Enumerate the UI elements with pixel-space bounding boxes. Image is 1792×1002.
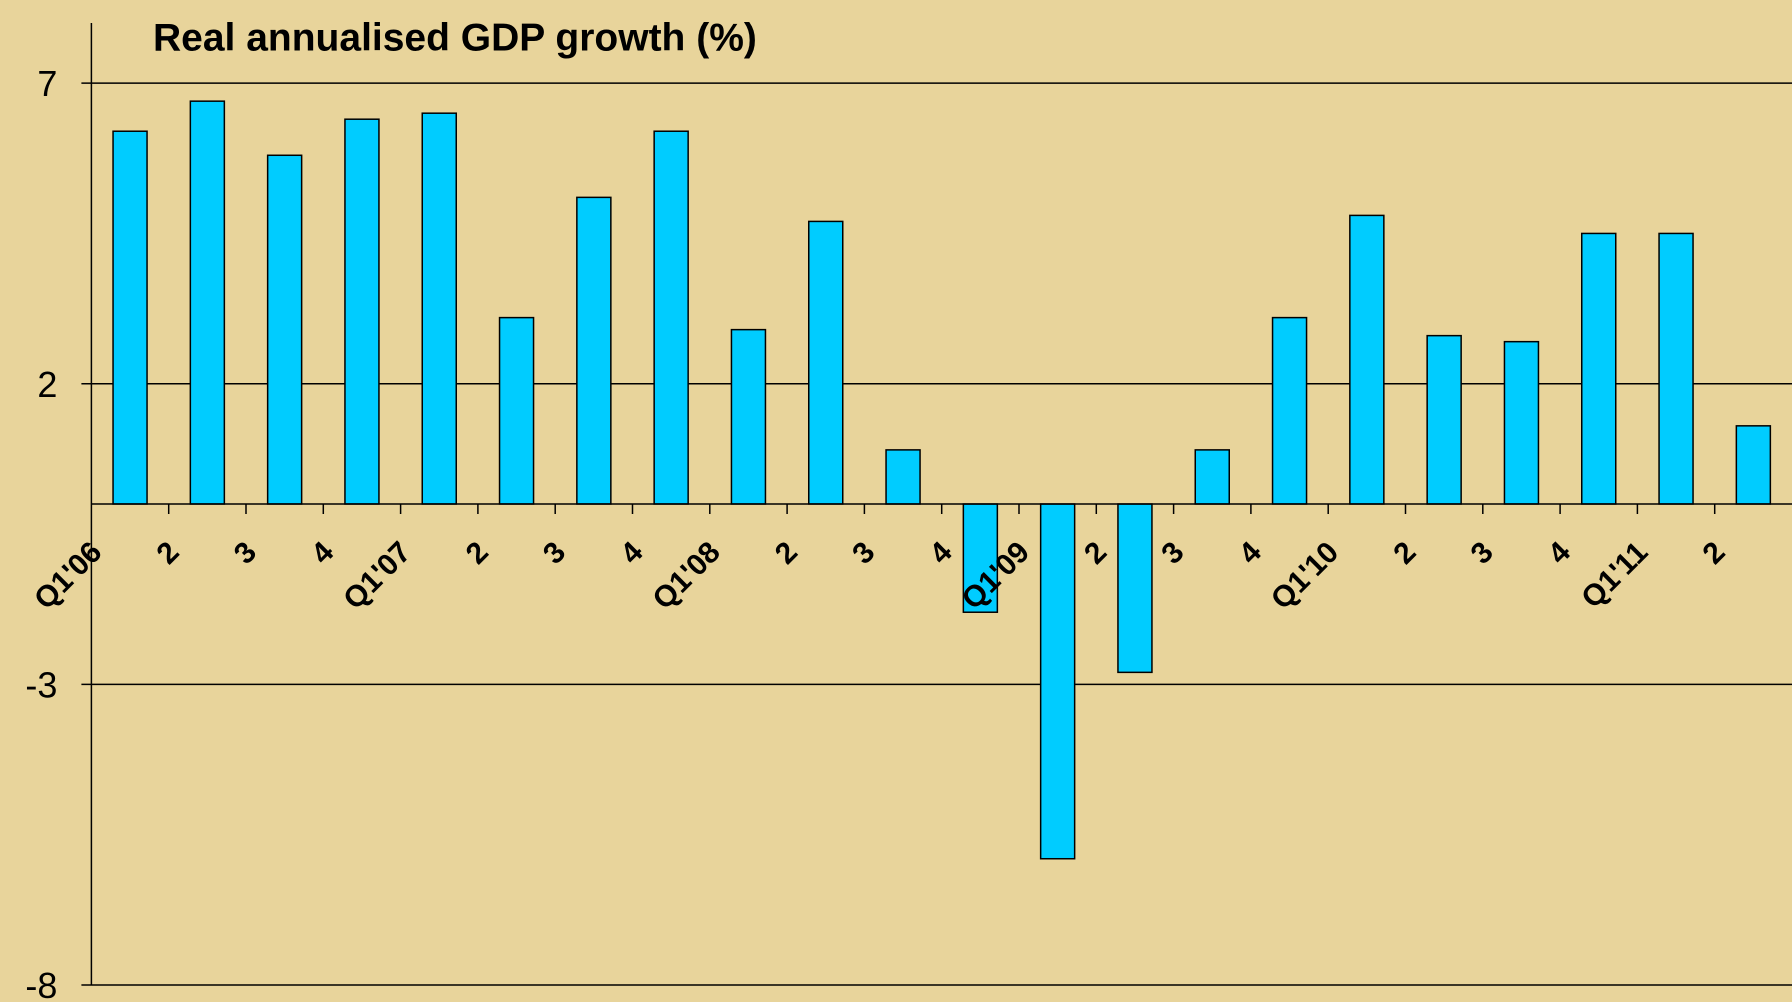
bar bbox=[112, 130, 148, 505]
bar bbox=[498, 316, 535, 505]
bar bbox=[808, 220, 844, 505]
bar bbox=[885, 449, 921, 505]
y-tick-label: -3 bbox=[25, 664, 57, 705]
bar bbox=[1271, 316, 1308, 505]
y-tick-label: 2 bbox=[37, 364, 57, 405]
bar bbox=[1426, 334, 1462, 505]
bar bbox=[266, 154, 303, 505]
bar bbox=[962, 503, 999, 613]
bar bbox=[421, 112, 457, 505]
bar bbox=[1735, 425, 1772, 505]
bar bbox=[1658, 232, 1694, 505]
bar bbox=[1581, 232, 1617, 505]
chart-title: Real annualised GDP growth (%) bbox=[153, 16, 757, 59]
bar bbox=[1194, 449, 1230, 505]
bar bbox=[1039, 503, 1076, 860]
bar bbox=[1117, 503, 1153, 674]
y-tick-label: -8 bbox=[25, 965, 57, 1002]
y-tick-label: 7 bbox=[37, 63, 57, 104]
bar bbox=[1349, 214, 1385, 505]
bar bbox=[576, 196, 612, 505]
bar bbox=[189, 100, 226, 505]
bar bbox=[1503, 340, 1540, 505]
bar bbox=[653, 130, 689, 505]
bar bbox=[730, 328, 767, 505]
bar bbox=[344, 118, 380, 505]
